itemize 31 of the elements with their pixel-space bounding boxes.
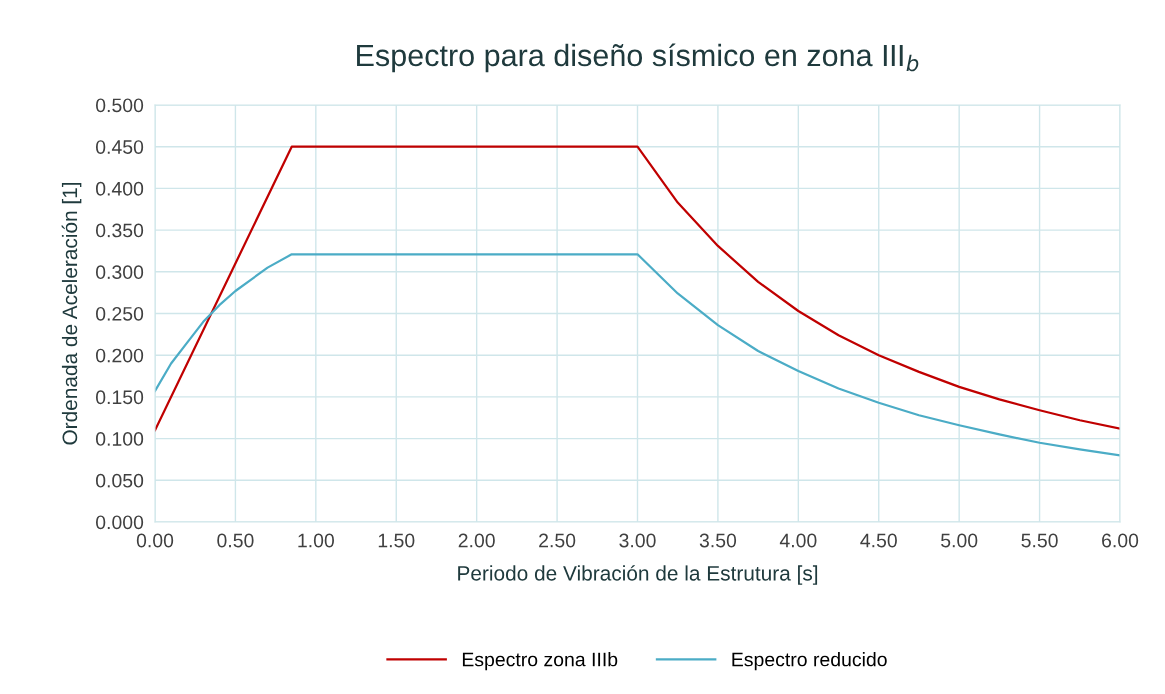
chart-title: Espectro para diseño sísmico en zona III$_{b}$ [357,43,919,73]
y-tick-label: 0.300 [95,265,144,280]
x-tick-label: 5.50 [1021,533,1058,548]
x-tick-label: 5.00 [941,533,978,548]
legend-label: Espectro zona IIIb [462,652,618,671]
y-tick-label: 0.500 [95,98,144,113]
x-tick-label: 2.50 [539,533,576,548]
y-axis-title: Ordenada de Aceleración [1] [61,182,82,445]
legend-label: Espectro reducido [732,652,887,671]
x-tick-label: 2.00 [458,533,495,548]
x-tick-label: 1.50 [378,533,415,548]
y-tick-label: 0.000 [95,515,144,530]
x-tick-label: 3.50 [699,533,737,548]
x-tick-label: 0.50 [217,533,254,548]
x-tick-label: 3.00 [619,533,656,548]
x-tick-label: 0.00 [136,533,174,548]
y-tick-label: 0.350 [95,223,144,238]
x-tick-label: 1.00 [298,533,334,548]
y-tick-label: 0.450 [95,140,144,154]
y-tick-label: 0.250 [95,306,144,321]
line-series [155,253,1120,457]
x-axis-title: Periodo de Vibración de la Estrutura [s] [458,565,818,585]
x-tick-label: 4.00 [779,533,817,548]
y-tick-label: 0.150 [95,390,144,405]
y-tick-label: 0.200 [95,348,144,363]
line-series [155,145,1120,432]
y-tick-label: 0.400 [95,181,144,196]
x-tick-label: 4.50 [860,533,897,548]
x-tick-label: 6.00 [1102,533,1139,548]
y-tick-label: 0.050 [95,473,144,488]
y-tick-label: 0.100 [95,432,144,446]
